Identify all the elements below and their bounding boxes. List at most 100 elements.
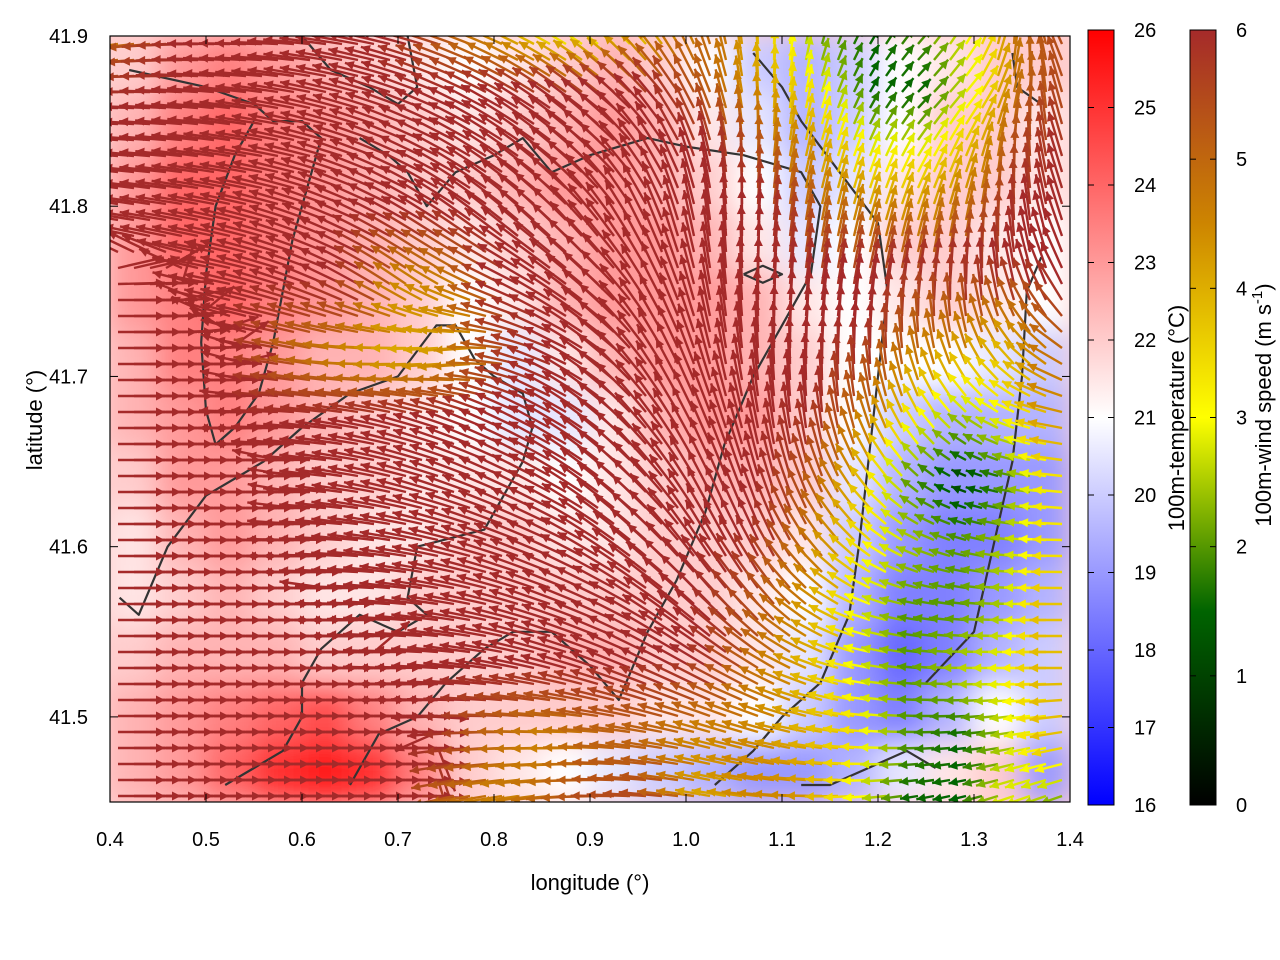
wind-arrowhead xyxy=(265,250,276,260)
wind-arrowhead xyxy=(831,334,841,344)
wind-arrowhead xyxy=(151,55,161,64)
wind-arrowhead xyxy=(549,52,560,62)
wind-arrowhead xyxy=(937,184,946,194)
wind-arrowhead xyxy=(151,162,161,172)
wind-arrowhead xyxy=(965,333,974,344)
wind-arrowhead xyxy=(904,212,914,222)
wind-arrowhead xyxy=(889,118,898,129)
wind-arrowhead xyxy=(518,41,529,51)
wind-arrowhead xyxy=(1021,158,1031,168)
wind-arrowhead xyxy=(135,147,145,157)
wind-arrowhead xyxy=(788,76,798,86)
wind-arrowhead xyxy=(693,53,703,64)
wind-arrowhead xyxy=(1007,174,1017,184)
wind-arrowhead xyxy=(543,288,554,298)
wind-arrowhead xyxy=(1022,127,1032,137)
wind-arrowhead xyxy=(119,132,129,142)
wind-arrowhead xyxy=(956,57,966,67)
wind-arrowhead xyxy=(886,253,896,264)
wind-arrowhead xyxy=(920,198,930,209)
wind-arrowhead xyxy=(598,297,608,307)
wind-arrowhead xyxy=(736,221,746,231)
wind-arrowhead xyxy=(616,327,626,337)
wind-arrowhead xyxy=(615,88,625,99)
wind-vector xyxy=(671,36,680,45)
wind-arrowhead xyxy=(661,159,670,170)
wind-arrowhead xyxy=(906,132,915,143)
wind-arrowhead xyxy=(513,142,524,152)
wind-arrowhead xyxy=(199,129,210,139)
wind-arrowhead xyxy=(603,213,613,223)
temperature-cell xyxy=(110,624,159,686)
wind-arrowhead xyxy=(988,94,997,105)
wind-arrowhead xyxy=(878,320,887,330)
wind-arrowhead xyxy=(281,156,291,166)
wind-arrowhead xyxy=(183,192,194,201)
wind-arrowhead xyxy=(816,333,826,343)
wind-arrowhead xyxy=(231,67,241,77)
wind-arrowhead xyxy=(480,144,490,154)
wind-arrowhead xyxy=(570,38,581,48)
wind-arrowhead xyxy=(838,55,847,66)
wind-arrowhead xyxy=(974,86,983,96)
wind-arrowhead xyxy=(398,195,409,204)
wind-arrowhead xyxy=(788,47,797,57)
wind-arrowhead xyxy=(772,205,782,216)
wind-arrowhead xyxy=(679,254,688,265)
wind-vector xyxy=(1012,36,1016,45)
wind-arrowhead xyxy=(925,290,935,300)
wind-arrowhead xyxy=(806,208,816,219)
wind-arrowhead xyxy=(300,301,311,310)
wind-arrowhead xyxy=(462,245,473,254)
wind-arrowhead xyxy=(656,338,665,349)
wind-arrowhead xyxy=(523,327,534,336)
wind-arrowhead xyxy=(263,50,273,60)
wind-arrowhead xyxy=(282,249,293,258)
wind-arrowhead xyxy=(806,237,815,248)
wind-arrowhead xyxy=(618,45,628,56)
wind-arrowhead xyxy=(582,152,593,163)
wind-arrowhead xyxy=(839,99,849,109)
wind-arrowhead xyxy=(768,301,778,311)
wind-arrowhead xyxy=(956,115,965,126)
wind-arrowhead xyxy=(680,158,689,169)
wind-arrowhead xyxy=(901,253,911,264)
wind-arrowhead xyxy=(183,69,193,78)
wind-arrowhead xyxy=(635,101,645,112)
wind-arrowhead xyxy=(1023,112,1033,122)
wind-arrowhead xyxy=(754,221,764,231)
plot-area xyxy=(87,20,1070,802)
wind-arrowhead xyxy=(248,189,259,198)
wind-arrowhead xyxy=(1033,158,1043,169)
wind-arrowhead xyxy=(417,362,427,371)
wind-arrowhead xyxy=(1045,20,1053,30)
wind-arrowhead xyxy=(152,239,162,249)
wind-arrowhead xyxy=(771,237,781,247)
wind-arrowhead xyxy=(200,349,211,359)
wind-arrowhead xyxy=(654,84,663,95)
wind-arrowhead xyxy=(1032,190,1041,201)
wind-arrowhead xyxy=(216,206,227,215)
wind-arrowhead xyxy=(662,175,671,186)
wind-arrowhead xyxy=(907,325,916,336)
wind-arrowhead xyxy=(923,120,932,131)
wind-arrowhead xyxy=(361,90,372,100)
wind-arrowhead xyxy=(315,200,326,209)
wind-arrowhead xyxy=(753,237,763,246)
wind-arrowhead xyxy=(546,65,556,75)
wind-vector xyxy=(110,246,119,254)
wind-arrowhead xyxy=(474,335,485,345)
wind-arrowhead xyxy=(87,103,96,112)
wind-vector xyxy=(836,36,843,45)
wind-arrowhead xyxy=(694,37,704,48)
wind-arrowhead xyxy=(510,258,521,267)
wind-arrowhead xyxy=(233,252,243,262)
wind-arrowhead xyxy=(870,76,879,87)
wind-arrowhead xyxy=(448,42,459,51)
wind-arrowhead xyxy=(512,240,522,250)
wind-arrowhead xyxy=(616,103,626,114)
wind-arrowhead xyxy=(906,119,915,130)
wind-arrowhead xyxy=(541,340,552,349)
wind-arrowhead xyxy=(921,185,931,196)
wind-arrowhead xyxy=(433,325,443,335)
